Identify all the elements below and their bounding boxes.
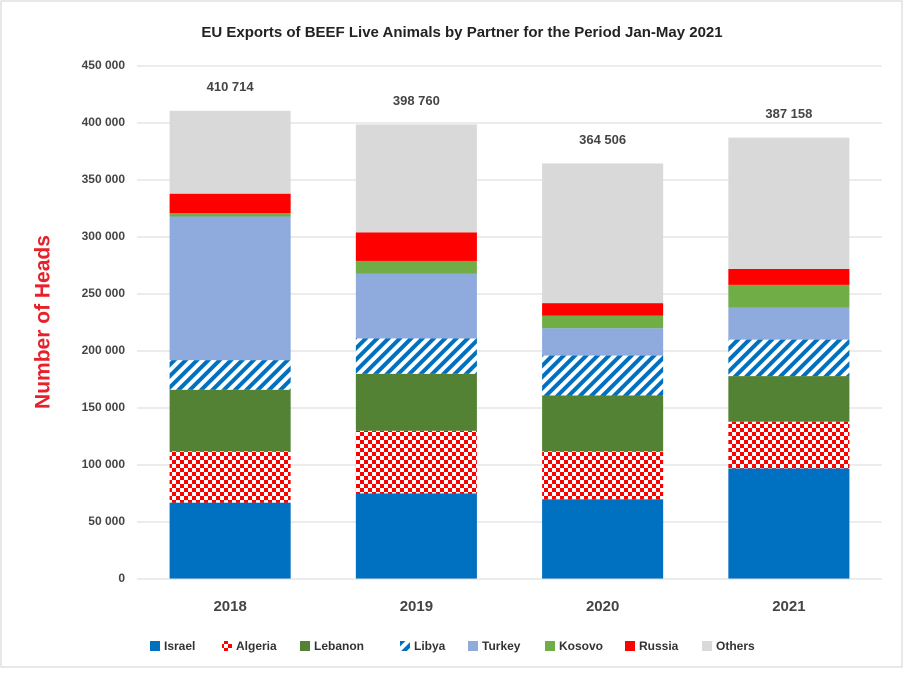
legend-swatch: [222, 641, 232, 651]
total-label: 387 158: [765, 106, 812, 121]
legend-swatch: [400, 641, 410, 651]
legend-label: Algeria: [236, 639, 277, 653]
bar-segment: [542, 303, 664, 316]
bar-segment: [728, 137, 850, 269]
y-tick-label: 350 000: [82, 172, 126, 186]
x-tick-label: 2020: [586, 598, 619, 615]
legend-swatch: [702, 641, 712, 651]
y-axis-label: Number of Heads: [32, 235, 55, 409]
bar-segment: [169, 193, 291, 214]
bar-segment: [542, 355, 664, 396]
legend-label: Others: [716, 639, 755, 653]
y-tick-label: 0: [118, 571, 125, 585]
bar-segment: [169, 360, 291, 390]
bar-segment: [355, 373, 477, 431]
legend-swatch: [150, 641, 160, 651]
bar-segment: [355, 273, 477, 339]
y-tick-label: 250 000: [82, 286, 126, 300]
y-tick-label: 300 000: [82, 229, 126, 243]
x-tick-label: 2019: [400, 598, 433, 615]
bar-segment: [542, 499, 664, 579]
x-tick-label: 2018: [213, 598, 246, 615]
bar-segment: [169, 451, 291, 503]
bar-segment: [355, 124, 477, 233]
bar-segment: [542, 163, 664, 304]
total-label: 364 506: [579, 132, 626, 147]
bar-segment: [728, 284, 850, 308]
total-label: 398 760: [393, 93, 440, 108]
bar-segment: [169, 110, 291, 194]
bar-segment: [728, 268, 850, 285]
bar-segment: [542, 451, 664, 500]
legend-swatch: [468, 641, 478, 651]
bar-segment: [728, 307, 850, 340]
y-tick-label: 400 000: [82, 115, 126, 129]
legend-label: Lebanon: [314, 639, 364, 653]
legend-label: Kosovo: [559, 639, 603, 653]
y-tick-label: 200 000: [82, 343, 126, 357]
y-tick-label: 450 000: [82, 58, 126, 72]
bar-segment: [542, 315, 664, 329]
bar-segment: [169, 389, 291, 452]
bar-segment: [355, 338, 477, 374]
legend-label: Israel: [164, 639, 195, 653]
legend-label: Libya: [414, 639, 446, 653]
bar-segment: [169, 216, 291, 361]
bar-segment: [728, 376, 850, 422]
y-tick-label: 150 000: [82, 400, 126, 414]
legend-swatch: [545, 641, 555, 651]
bar-segment: [728, 468, 850, 579]
bar-segment: [355, 260, 477, 274]
y-tick-label: 100 000: [82, 457, 126, 471]
legend-label: Russia: [639, 639, 679, 653]
bar-segment: [542, 328, 664, 356]
legend-swatch: [625, 641, 635, 651]
y-tick-label: 50 000: [88, 514, 125, 528]
bar-segment: [355, 232, 477, 261]
bar-segment: [355, 430, 477, 494]
bar-segment: [542, 395, 664, 452]
total-label: 410 714: [207, 79, 255, 94]
legend-swatch: [300, 641, 310, 651]
bar-segment: [728, 421, 850, 469]
bar-segment: [355, 493, 477, 579]
bar-segment: [728, 339, 850, 377]
legend-label: Turkey: [482, 639, 521, 653]
x-tick-label: 2021: [772, 598, 805, 615]
bar-segment: [169, 213, 291, 217]
chart-title: EU Exports of BEEF Live Animals by Partn…: [201, 24, 722, 41]
bar-segment: [169, 502, 291, 579]
